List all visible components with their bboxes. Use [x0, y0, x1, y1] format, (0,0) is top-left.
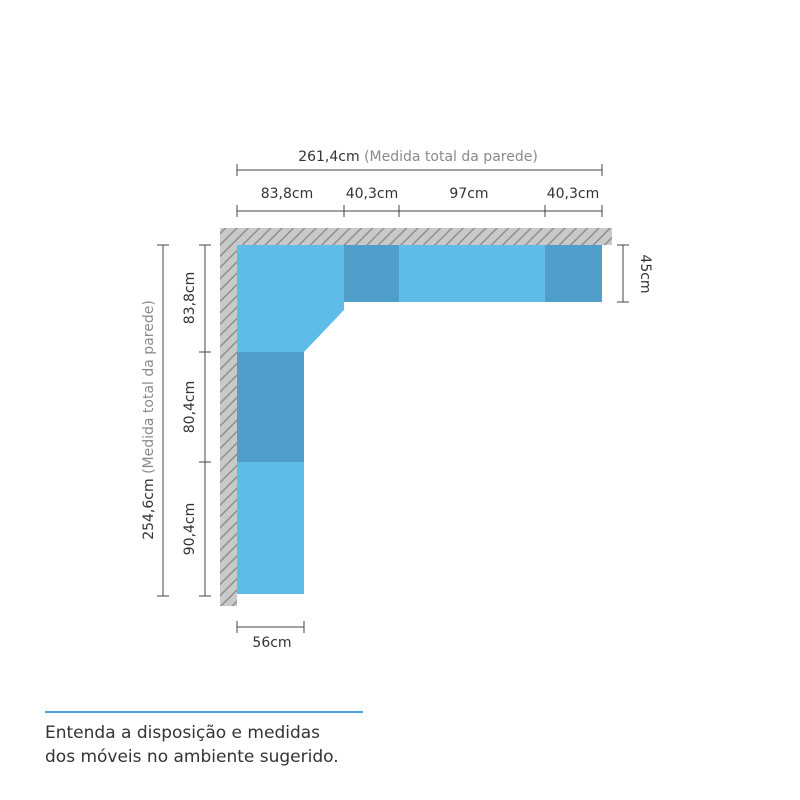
dimension-label: 254,6cm (Medida total da parede)	[141, 300, 157, 540]
dimension-left-segments	[199, 244, 211, 597]
segment-label: 40,3cm	[547, 186, 600, 202]
value: 254,6cm	[141, 478, 157, 539]
dimension-right	[617, 244, 629, 303]
depth-label: 45cm	[637, 254, 653, 293]
dimension-left-total	[157, 244, 169, 597]
segment-label: 40,3cm	[346, 186, 399, 202]
wall-top	[220, 228, 612, 245]
cabinet-dark	[344, 245, 399, 302]
dimension-top-segments	[236, 205, 603, 217]
segment-label: 90,4cm	[182, 503, 198, 556]
dimension-label: 261,4cm (Medida total da parede)	[298, 149, 538, 165]
depth-label: 56cm	[252, 635, 291, 651]
segment-label: 97cm	[449, 186, 488, 202]
cabinet-dark	[237, 352, 304, 462]
dimension-top-total	[236, 164, 603, 176]
note: (Medida total da parede)	[141, 300, 157, 474]
cabinet-left	[237, 462, 304, 594]
dimension-bottom	[236, 621, 305, 633]
cabinet-corner	[237, 245, 344, 352]
cabinet-dark	[545, 245, 602, 302]
segment-label: 83,8cm	[261, 186, 314, 202]
caption-line: dos móveis no ambiente sugerido.	[45, 747, 339, 767]
wall-left	[220, 228, 237, 606]
caption-line: Entenda a disposição e medidas	[45, 723, 320, 743]
value: 261,4cm	[298, 149, 359, 165]
note: (Medida total da parede)	[364, 149, 538, 165]
segment-label: 80,4cm	[182, 381, 198, 434]
segment-label: 83,8cm	[182, 272, 198, 325]
